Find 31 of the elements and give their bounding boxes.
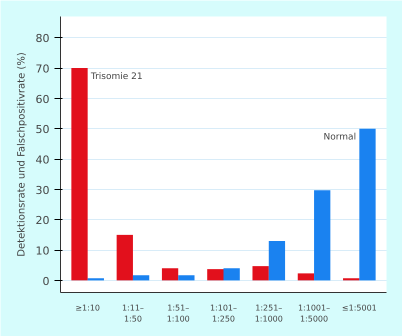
series-label: Trisomie 21 [90,72,143,82]
bar [207,269,224,280]
bar [132,275,150,280]
y-tick-label: 40 [36,154,50,167]
bar [71,68,88,280]
y-tick-label: 80 [36,32,50,46]
x-tick-label: ≥1:10 [75,304,100,312]
bar [178,275,195,280]
y-axis-title: Detektionsrate und Falschpositivrate (%) [16,52,28,257]
y-tick-label: 30 [36,184,50,197]
x-tick-label: 1:11– 1:50 [122,304,144,324]
bar [224,268,240,280]
y-tick-label: 60 [36,92,50,106]
x-tick-label: 1:51– 1:100 [166,304,190,324]
bar [116,234,133,280]
bar [252,266,269,280]
y-tick-label: 20 [36,214,50,228]
y-tick-label: 70 [36,62,50,76]
series-label: Normal [324,132,356,143]
bar [298,273,314,280]
bar [268,240,286,280]
bar [162,268,178,280]
x-tick-label: ≤1:5001 [342,304,377,312]
bar [314,190,330,280]
x-tick-label: 1:1001– 1:5000 [298,304,330,324]
y-tick-label: 10 [36,244,50,258]
bar [359,128,376,280]
x-tick-label: 1:101– 1:250 [210,304,238,324]
x-tick-label: 1:251– 1:1000 [254,304,283,324]
y-tick-label: 50 [36,123,50,136]
y-tick-label: 0 [42,274,50,288]
